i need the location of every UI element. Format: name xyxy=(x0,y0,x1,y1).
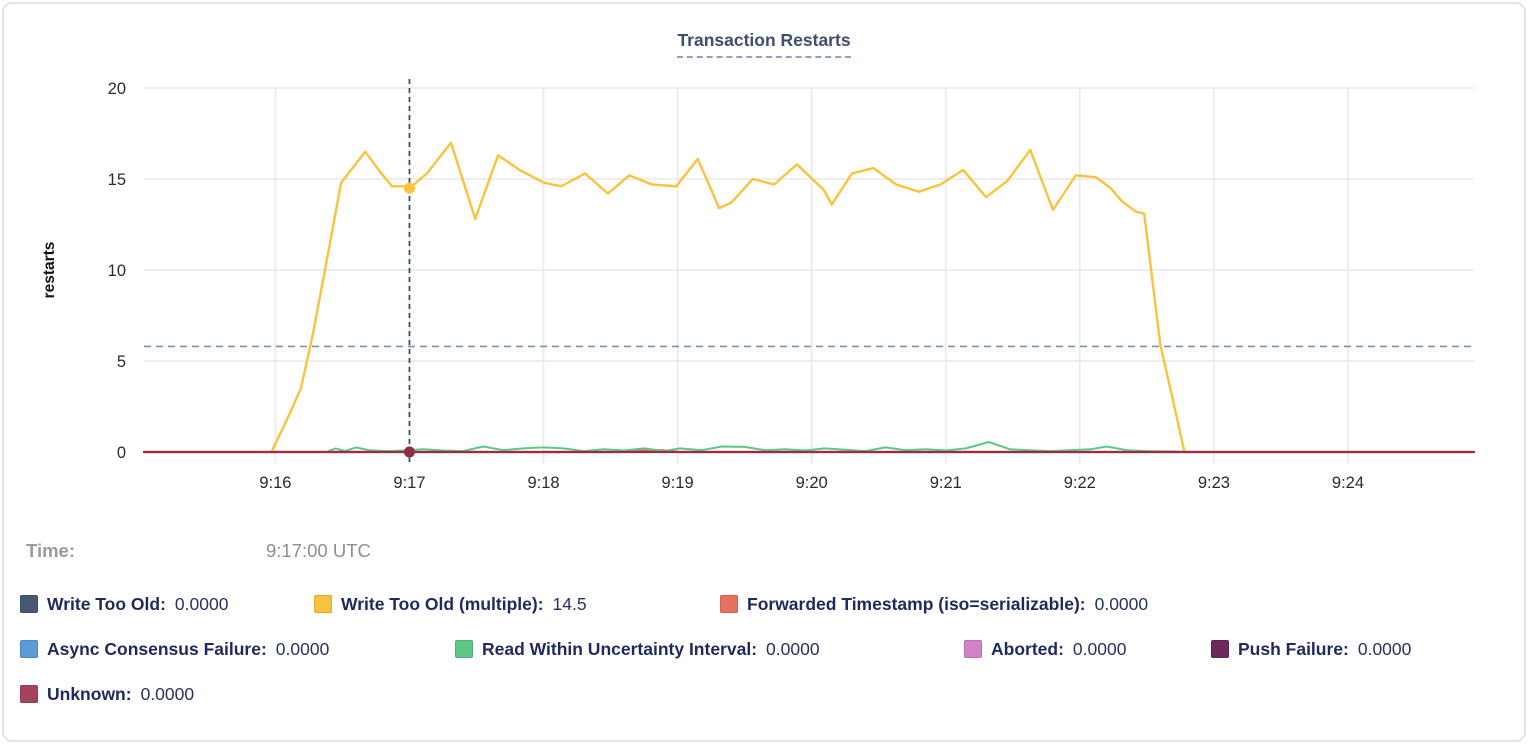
svg-text:9:24: 9:24 xyxy=(1332,474,1364,492)
legend-row: Async Consensus Failure: 0.0000 Read Wit… xyxy=(20,635,1514,663)
chart-title[interactable]: Transaction Restarts xyxy=(677,30,851,58)
legend-value: 0.0000 xyxy=(1072,638,1127,659)
legend-item-push-failure: Push Failure: 0.0000 xyxy=(1211,639,1411,660)
legend-item-write-too-old: Write Too Old: 0.0000 xyxy=(20,594,314,615)
legend-value: 14.5 xyxy=(552,593,587,614)
hover-time-row: Time: 9:17:00 UTC xyxy=(4,540,1524,566)
legend-value: 0.0000 xyxy=(174,593,229,614)
svg-text:9:19: 9:19 xyxy=(662,474,694,492)
legend-value: 0.0000 xyxy=(766,638,820,659)
legend-label: Write Too Old: xyxy=(47,593,166,614)
hover-time-value: 9:17:00 UTC xyxy=(266,540,371,561)
svg-text:9:18: 9:18 xyxy=(527,474,559,492)
svg-text:9:17: 9:17 xyxy=(393,474,425,492)
legend-swatch xyxy=(314,595,332,613)
hover-time-label: Time: xyxy=(26,540,76,561)
legend-swatch xyxy=(1211,640,1229,658)
legend-value: 0.0000 xyxy=(275,638,330,659)
legend-item-forwarded-timestamp: Forwarded Timestamp (iso=serializable): … xyxy=(720,594,1148,615)
legend-row: Write Too Old: 0.0000 Write Too Old (mul… xyxy=(20,590,1514,618)
legend-label: Push Failure: xyxy=(1238,638,1349,659)
legend-label: Unknown: xyxy=(47,683,132,704)
chart-canvas[interactable]: 9:16 9:17 9:18 9:19 9:20 9:21 9:22 9:23 9:24 0 5 10… xyxy=(4,4,1528,524)
legend-swatch xyxy=(455,640,473,658)
svg-text:5: 5 xyxy=(117,353,126,371)
legend-label: Write Too Old (multiple): xyxy=(341,593,544,614)
legend-swatch xyxy=(720,595,738,613)
svg-text:restarts: restarts xyxy=(41,242,58,299)
legend-item-unknown: Unknown: 0.0000 xyxy=(20,684,194,705)
legend-row: Unknown: 0.0000 xyxy=(20,680,1514,708)
svg-text:10: 10 xyxy=(108,262,126,280)
legend-item-async-consensus-failure: Async Consensus Failure: 0.0000 xyxy=(20,639,455,660)
svg-text:0: 0 xyxy=(117,444,126,462)
legend-value: 0.0000 xyxy=(1094,593,1149,614)
svg-text:15: 15 xyxy=(108,171,126,189)
svg-text:9:21: 9:21 xyxy=(930,474,962,492)
svg-text:9:23: 9:23 xyxy=(1198,474,1230,492)
svg-text:9:16: 9:16 xyxy=(259,474,291,492)
legend-swatch xyxy=(20,595,38,613)
legend-item-aborted: Aborted: 0.0000 xyxy=(964,639,1211,660)
legend-swatch xyxy=(964,640,982,658)
legend-value: 0.0000 xyxy=(1357,638,1412,659)
legend: Write Too Old: 0.0000 Write Too Old (mul… xyxy=(20,590,1514,725)
legend-item-read-within-uncertainty-interval: Read Within Uncertainty Interval: 0.0000 xyxy=(455,639,964,660)
legend-swatch xyxy=(20,685,38,703)
legend-value: 0.0000 xyxy=(140,683,195,704)
svg-text:9:20: 9:20 xyxy=(796,474,828,492)
legend-item-write-too-old-multiple: Write Too Old (multiple): 14.5 xyxy=(314,594,720,615)
svg-text:9:22: 9:22 xyxy=(1064,474,1096,492)
legend-swatch xyxy=(20,640,38,658)
chart-header: Transaction Restarts xyxy=(4,30,1524,58)
legend-label: Async Consensus Failure: xyxy=(47,638,267,659)
legend-label: Aborted: xyxy=(991,638,1064,659)
svg-text:20: 20 xyxy=(108,80,126,98)
legend-label: Forwarded Timestamp (iso=serializable): xyxy=(747,593,1086,614)
legend-label: Read Within Uncertainty Interval: xyxy=(482,638,758,659)
